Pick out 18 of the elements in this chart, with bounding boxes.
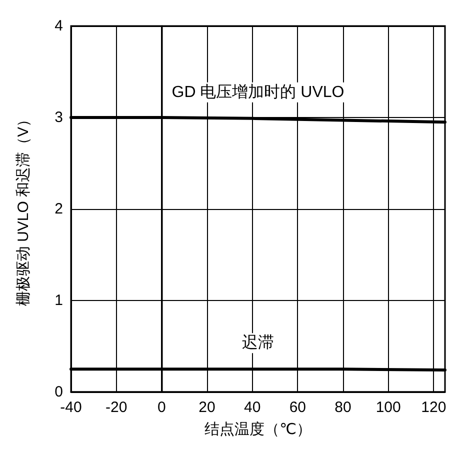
series-label: 迟滞	[242, 334, 274, 352]
x-tick-label: 120	[421, 399, 446, 416]
x-tick-label: -20	[105, 399, 128, 416]
x-axis-title: 结点温度（℃）	[204, 421, 312, 438]
x-tick-label: -40	[60, 399, 82, 416]
y-tick-label: 4	[54, 18, 63, 34]
series-label: GD 电压增加时的 UVLO	[172, 82, 344, 101]
x-tick-label: 40	[244, 399, 261, 416]
y-tick-label: 2	[54, 200, 63, 218]
x-tick-label: 80	[334, 399, 352, 416]
y-tick-label: 1	[54, 292, 63, 309]
x-tick-label: 100	[376, 399, 401, 416]
x-tick-label: 20	[198, 399, 216, 416]
y-tick-label: 3	[54, 109, 63, 126]
y-tick-label: 0	[54, 384, 63, 400]
x-tick-label: 0	[157, 399, 166, 416]
x-tick-label: 60	[289, 399, 306, 416]
y-axis-title: 栅极驱动 UVLO 和迟滞（V）	[15, 112, 32, 306]
